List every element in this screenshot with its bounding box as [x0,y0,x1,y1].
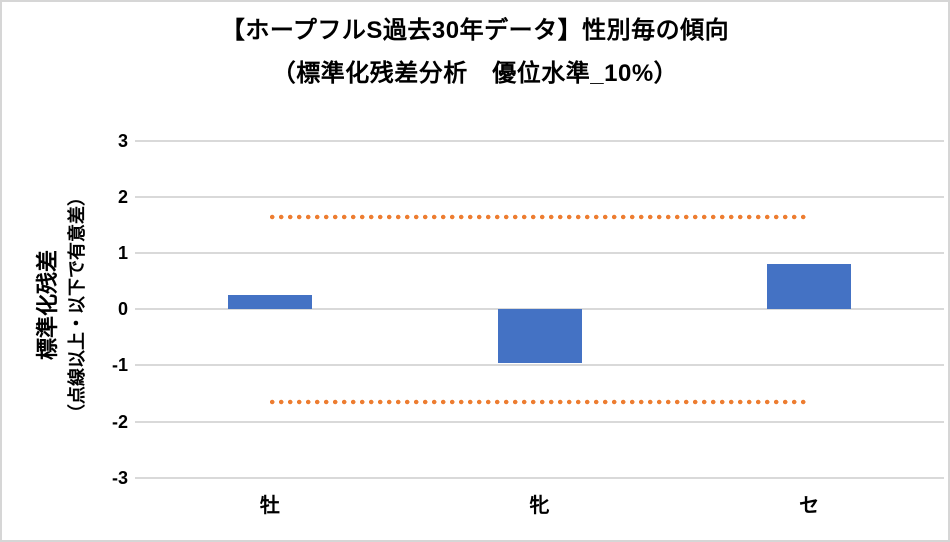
chart-title-block: 【ホープフルS過去30年データ】性別毎の傾向 （標準化残差分析 優位水準_10%… [2,15,948,90]
chart-subtitle: （標準化残差分析 優位水準_10%） [271,60,679,87]
gridline-y-3 [135,140,944,142]
y-tick-label-0: 0 [117,299,128,320]
y-tick-label--2: -2 [111,411,128,432]
gridline-y--3 [135,476,944,479]
bar-牝 [497,309,582,363]
x-axis-label-セ: セ [799,495,820,517]
gridline-y-1 [135,252,944,255]
y-tick-label--3: -3 [111,467,128,488]
gridline-y--1 [135,364,944,367]
significance-dotted-line-upper [269,214,810,221]
y-tick-label--1: -1 [111,355,128,376]
bar-牡 [227,295,312,310]
y-tick-label-1: 1 [117,243,128,264]
bar-セ [767,264,852,310]
x-axis-label-牝: 牝 [529,495,550,517]
significance-dotted-line-lower [269,398,810,405]
gridline-y--2 [135,420,944,423]
y-tick-label-3: 3 [117,131,128,151]
gridline-y-2 [135,196,944,199]
chart-title: 【ホープフルS過去30年データ】性別毎の傾向 [220,17,730,44]
y-tick-label-2: 2 [117,187,128,208]
x-axis-label-牡: 牡 [259,495,280,517]
